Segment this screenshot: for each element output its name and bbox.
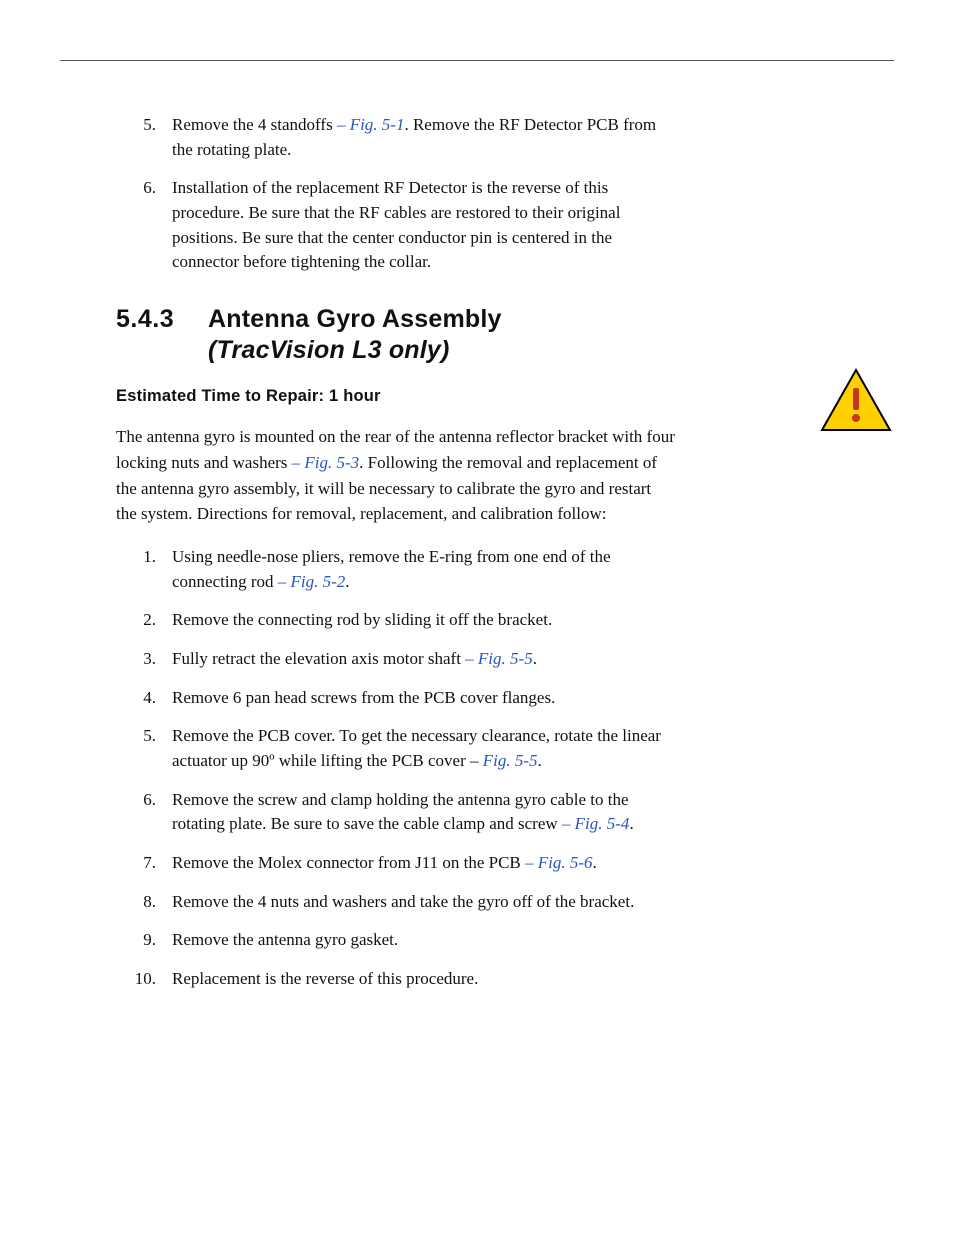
content-block: 5. Remove the 4 standoffs – Fig. 5-1. Rem… bbox=[116, 113, 676, 991]
step-number: 10. bbox=[116, 967, 156, 992]
step-number: 8. bbox=[116, 890, 156, 915]
step-number: 4. bbox=[116, 686, 156, 711]
text-run: Replacement is the reverse of this proce… bbox=[172, 969, 478, 988]
list-item: 3. Fully retract the elevation axis motor… bbox=[116, 647, 676, 672]
figure-reference[interactable]: Fig. 5-5 bbox=[483, 751, 538, 770]
text-run: Remove the antenna gyro gasket. bbox=[172, 930, 398, 949]
step-number: 6. bbox=[116, 176, 156, 201]
prior-steps-list: 5. Remove the 4 standoffs – Fig. 5-1. Rem… bbox=[116, 113, 676, 275]
step-text: Remove 6 pan head screws from the PCB co… bbox=[172, 688, 555, 707]
text-run: . bbox=[538, 751, 542, 770]
list-item: 5. Remove the 4 standoffs – Fig. 5-1. Rem… bbox=[116, 113, 676, 162]
text-run: Installation of the replacement RF Detec… bbox=[172, 178, 620, 271]
step-number: 6. bbox=[116, 788, 156, 813]
text-run: Remove the Molex connector from J11 on t… bbox=[172, 853, 525, 872]
text-run: Remove the PCB cover. To get the necessa… bbox=[172, 726, 661, 770]
text-run: Remove the screw and clamp holding the a… bbox=[172, 790, 629, 834]
warning-mark-dot bbox=[852, 414, 860, 422]
list-item: 6. Remove the screw and clamp holding the… bbox=[116, 788, 676, 837]
step-number: 3. bbox=[116, 647, 156, 672]
figure-reference[interactable]: – Fig. 5-4 bbox=[562, 814, 630, 833]
list-item: 9. Remove the antenna gyro gasket. bbox=[116, 928, 676, 953]
step-text: Remove the PCB cover. To get the necessa… bbox=[172, 726, 661, 770]
list-item: 7. Remove the Molex connector from J11 on… bbox=[116, 851, 676, 876]
estimated-time-label: Estimated Time to Repair: 1 hour bbox=[116, 387, 676, 406]
warning-mark-bar bbox=[853, 388, 859, 410]
text-run: . bbox=[533, 649, 537, 668]
step-text: Remove the Molex connector from J11 on t… bbox=[172, 853, 597, 872]
step-number: 7. bbox=[116, 851, 156, 876]
step-text: Remove the connecting rod by sliding it … bbox=[172, 610, 552, 629]
step-text: Fully retract the elevation axis motor s… bbox=[172, 649, 537, 668]
list-item: 1. Using needle-nose pliers, remove the E… bbox=[116, 545, 676, 594]
figure-reference[interactable]: – Fig. 5-1 bbox=[337, 115, 405, 134]
step-number: 9. bbox=[116, 928, 156, 953]
text-run: Remove 6 pan head screws from the PCB co… bbox=[172, 688, 555, 707]
step-number: 5. bbox=[116, 113, 156, 138]
list-item: 4. Remove 6 pan head screws from the PCB … bbox=[116, 686, 676, 711]
text-run: . bbox=[593, 853, 597, 872]
list-item: 10. Replacement is the reverse of this pr… bbox=[116, 967, 676, 992]
list-item: 2. Remove the connecting rod by sliding i… bbox=[116, 608, 676, 633]
step-text: Installation of the replacement RF Detec… bbox=[172, 178, 620, 271]
procedure-steps-list: 1. Using needle-nose pliers, remove the E… bbox=[116, 545, 676, 991]
figure-reference[interactable]: – Fig. 5-2 bbox=[278, 572, 346, 591]
step-number: 1. bbox=[116, 545, 156, 570]
step-text: Replacement is the reverse of this proce… bbox=[172, 969, 478, 988]
intro-paragraph: The antenna gyro is mounted on the rear … bbox=[116, 424, 676, 527]
figure-reference[interactable]: – Fig. 5-5 bbox=[465, 649, 533, 668]
section-heading: 5.4.3 Antenna Gyro Assembly (TracVision … bbox=[116, 305, 676, 365]
top-rule bbox=[60, 60, 894, 61]
section-title: Antenna Gyro Assembly bbox=[208, 305, 502, 334]
step-text: Remove the antenna gyro gasket. bbox=[172, 930, 398, 949]
step-text: Using needle-nose pliers, remove the E-r… bbox=[172, 547, 611, 591]
text-run: Remove the 4 standoffs bbox=[172, 115, 337, 134]
text-run: Fully retract the elevation axis motor s… bbox=[172, 649, 465, 668]
section-number: 5.4.3 bbox=[116, 305, 186, 334]
step-text: Remove the 4 nuts and washers and take t… bbox=[172, 892, 634, 911]
figure-reference[interactable]: – Fig. 5-3 bbox=[292, 453, 360, 472]
text-run: . bbox=[629, 814, 633, 833]
page: 5. Remove the 4 standoffs – Fig. 5-1. Rem… bbox=[0, 0, 954, 1235]
section-subtitle: (TracVision L3 only) bbox=[208, 336, 676, 365]
text-run: Remove the 4 nuts and washers and take t… bbox=[172, 892, 634, 911]
step-text: Remove the screw and clamp holding the a… bbox=[172, 790, 634, 834]
text-run: Remove the connecting rod by sliding it … bbox=[172, 610, 552, 629]
figure-reference[interactable]: – Fig. 5-6 bbox=[525, 853, 593, 872]
text-run: Using needle-nose pliers, remove the E-r… bbox=[172, 547, 611, 591]
warning-caution-icon bbox=[820, 368, 892, 432]
step-text: Remove the 4 standoffs – Fig. 5-1. Remov… bbox=[172, 115, 656, 159]
step-number: 5. bbox=[116, 724, 156, 749]
step-number: 2. bbox=[116, 608, 156, 633]
list-item: 6. Installation of the replacement RF Det… bbox=[116, 176, 676, 275]
list-item: 5. Remove the PCB cover. To get the neces… bbox=[116, 724, 676, 773]
text-run: . bbox=[345, 572, 349, 591]
list-item: 8. Remove the 4 nuts and washers and take… bbox=[116, 890, 676, 915]
